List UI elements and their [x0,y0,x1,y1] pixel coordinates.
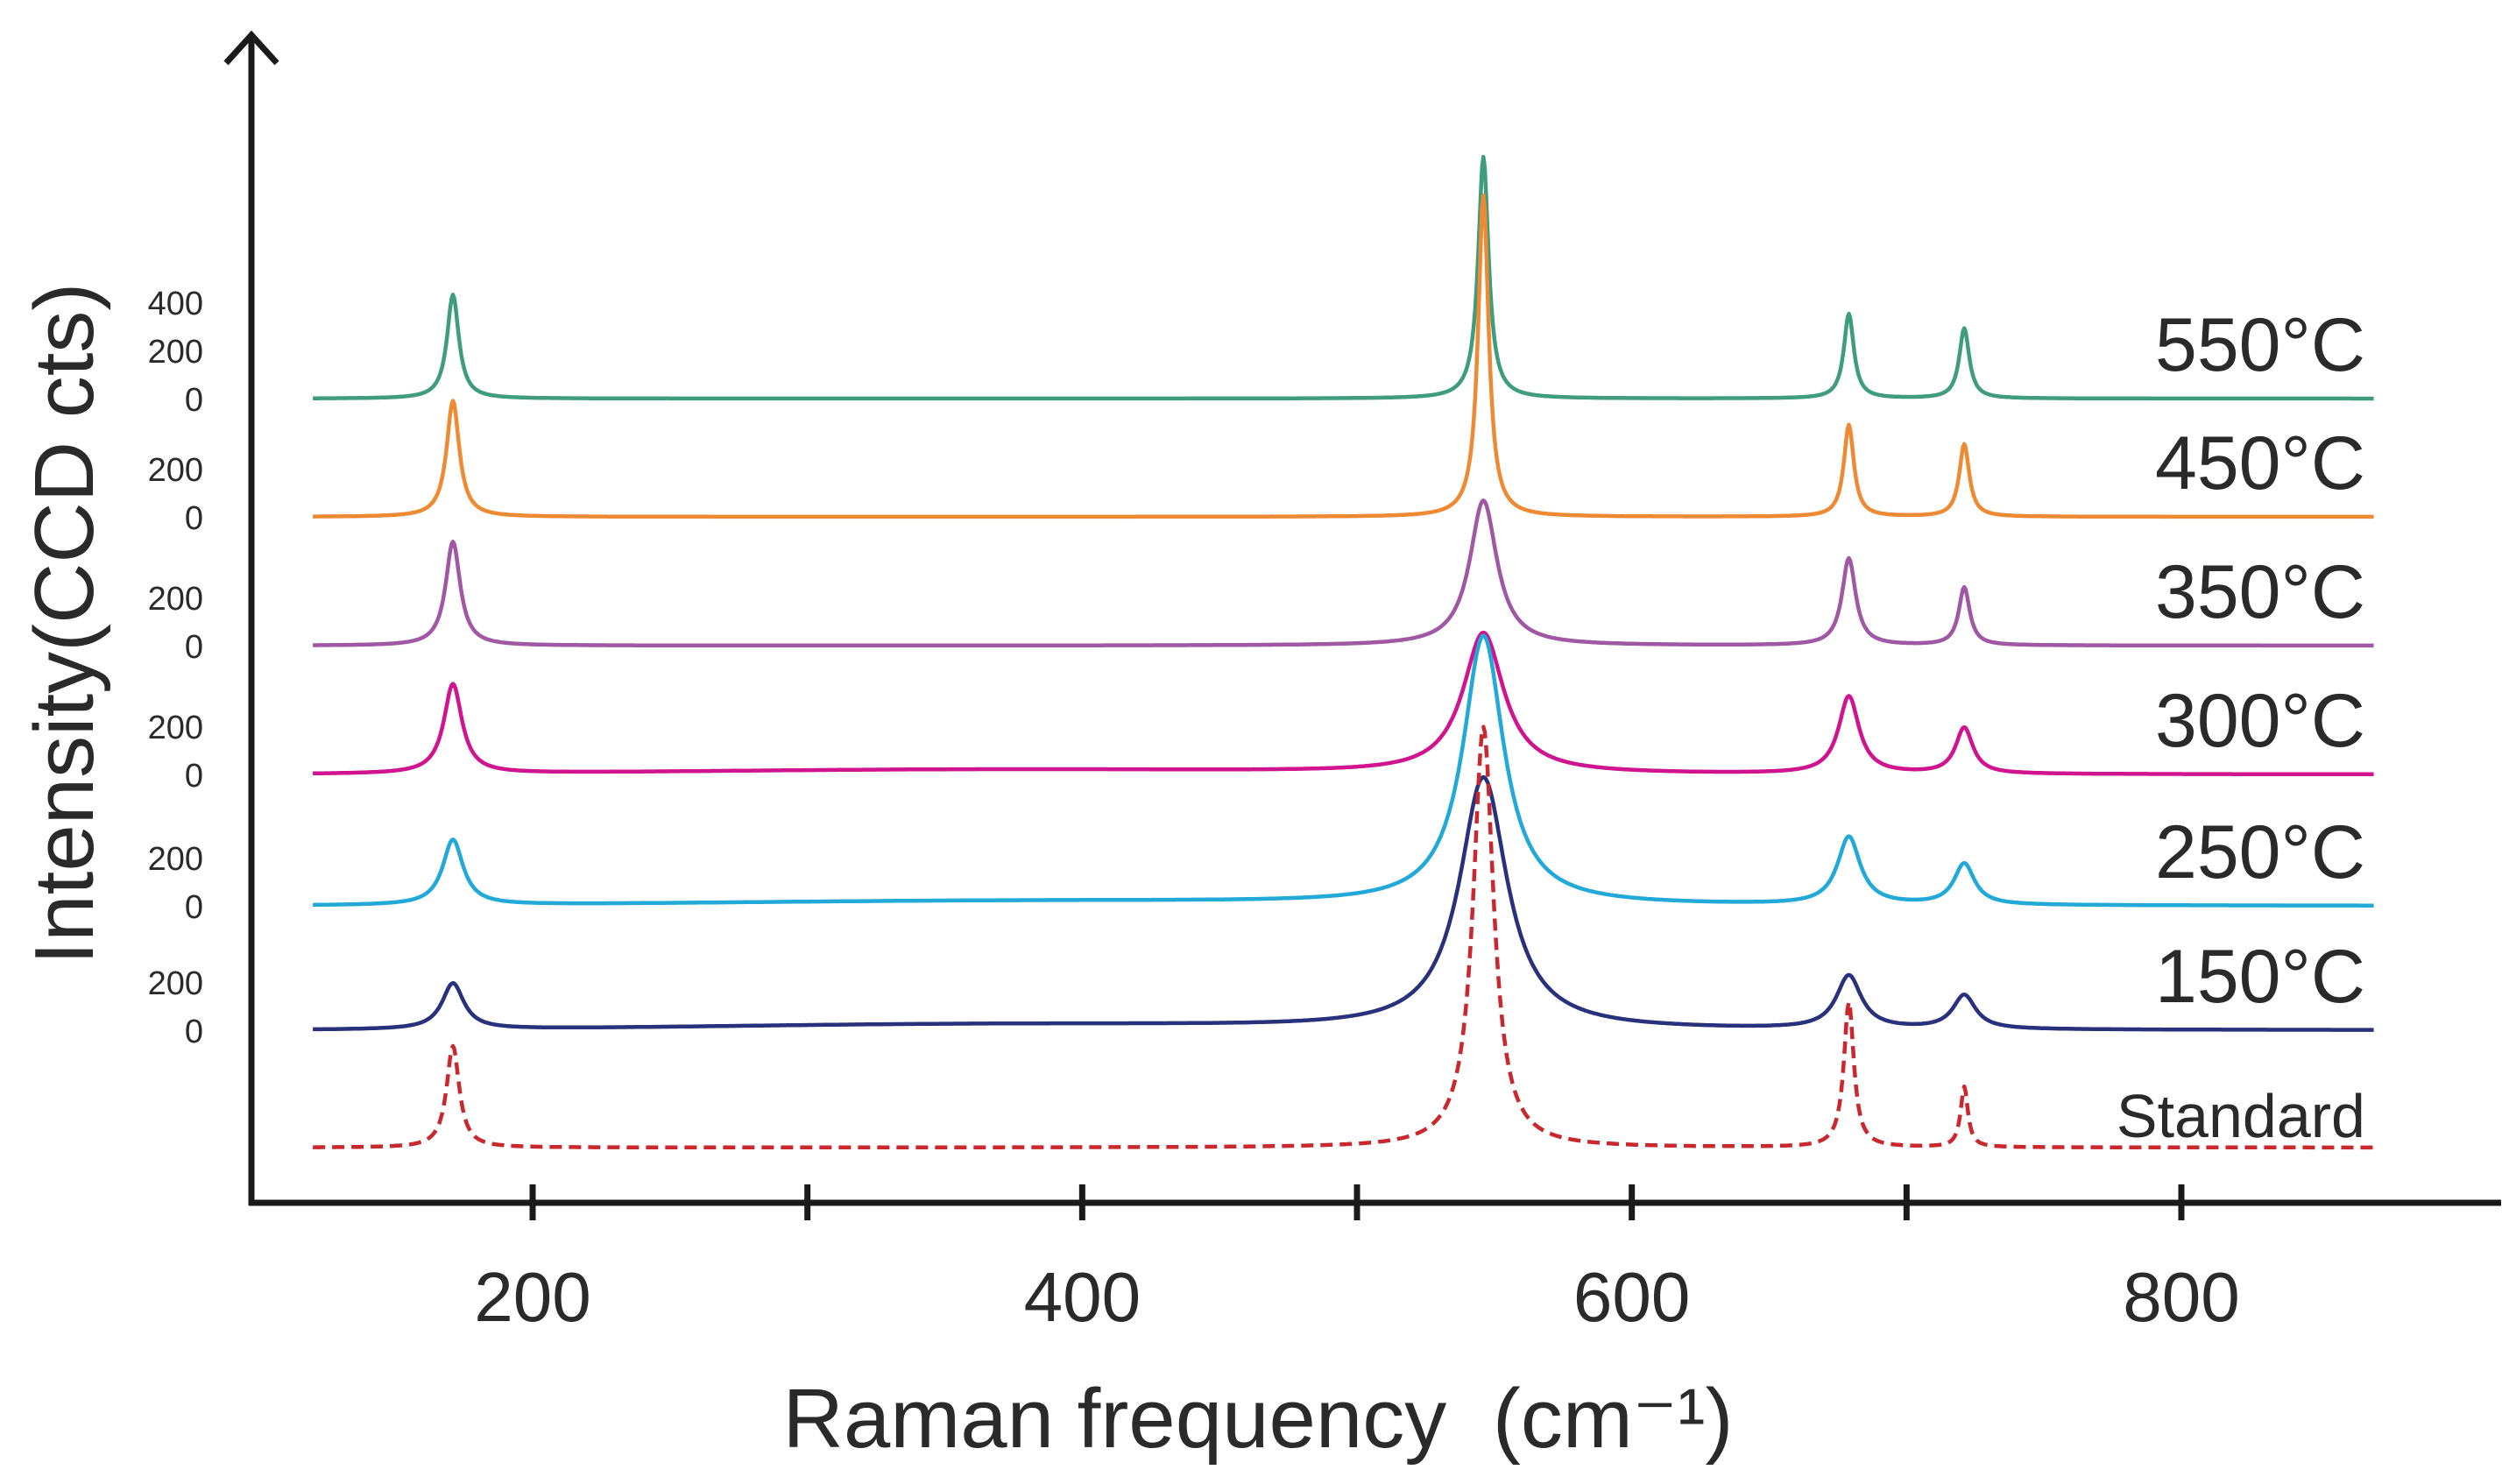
x-tick-label-2: 400 [1024,1258,1141,1336]
series-label-2: 450°C [2155,421,2365,505]
x-tick-label-3: 600 [1573,1258,1690,1336]
series-line-7 [312,724,2375,1150]
y-tick-label-layer: 0 200 400 0 200 0 200 0 200 0 200 0 200 [148,286,203,1050]
x-tick-layer: 200 400 600 800 [474,1184,2240,1336]
x-tick-label-1: 200 [474,1258,590,1336]
series-line-1 [312,154,2375,401]
series-label-3: 350°C [2155,550,2365,634]
x-axis-title: Raman frequency (cm⁻¹) [783,1372,1734,1466]
series-line-5 [312,633,2375,908]
y-tick-label-5-1: 0 [185,889,203,926]
y-tick-label-3-1: 0 [185,629,203,666]
x-tick-label-4: 800 [2123,1258,2239,1336]
y-tick-label-1-3: 400 [148,286,203,322]
series-label-1: 550°C [2155,303,2365,387]
series-label-7: Standard [2117,1082,2365,1150]
series-label-5: 250°C [2155,810,2365,894]
y-axis-arrow-icon [223,30,279,66]
y-tick-label-2-2: 200 [148,452,203,489]
series-label-layer: 550°C 450°C 350°C 300°C 250°C 150°C Standard [2117,303,2365,1150]
y-tick-label-3-2: 200 [148,581,203,618]
series-line-2 [312,193,2375,519]
y-tick-label-5-2: 200 [148,841,203,878]
y-tick-label-1-1: 0 [185,382,203,419]
y-tick-label-6-2: 200 [148,965,203,1002]
series-line-4 [312,630,2375,777]
series-line-6 [312,774,2375,1032]
y-tick-label-1-2: 200 [148,334,203,371]
x-axis-title-text: Raman frequency [783,1372,1447,1466]
series-label-4: 300°C [2155,679,2365,763]
series-label-6: 150°C [2155,935,2365,1019]
series-layer [312,154,2375,1150]
y-tick-label-2-1: 0 [185,500,203,537]
y-tick-label-4-1: 0 [185,758,203,795]
series-line-3 [312,498,2375,648]
y-axis-title: Intensity(CCD cts) [18,283,111,965]
y-tick-label-6-1: 0 [185,1014,203,1050]
y-tick-label-4-2: 200 [148,710,203,746]
x-axis-title-unit: (cm⁻¹) [1493,1372,1734,1466]
